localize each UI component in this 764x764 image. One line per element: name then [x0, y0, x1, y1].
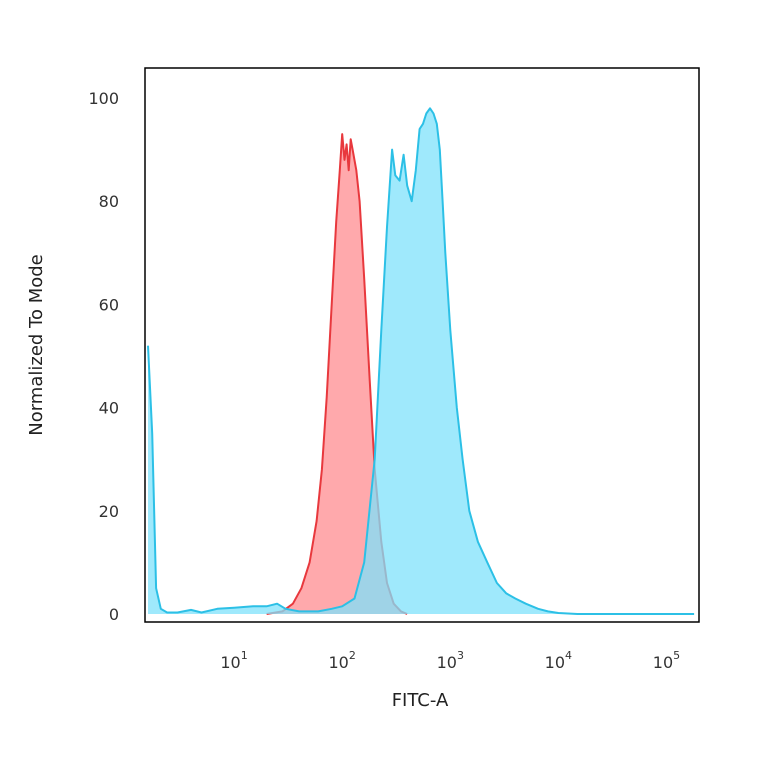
y-axis-ticks: 0 20 40 60 80 100	[88, 89, 119, 624]
plot-frame	[144, 67, 700, 623]
x-tick-label: 101	[220, 649, 247, 672]
y-tick-label: 80	[99, 192, 119, 211]
x-tick-label: 105	[653, 649, 680, 672]
y-tick-label: 100	[88, 89, 119, 108]
series-1-area	[148, 108, 695, 615]
y-axis-title: Normalized To Mode	[26, 254, 47, 436]
y-tick-label: 0	[109, 605, 119, 624]
x-axis-ticks: 101 102 103 104 105	[220, 649, 680, 672]
y-tick-label: 60	[99, 295, 119, 314]
x-tick-label: 102	[328, 649, 355, 672]
y-tick-label: 40	[99, 399, 119, 418]
x-tick-label: 104	[545, 649, 572, 672]
series-layer	[147, 107, 695, 615]
y-tick-label: 20	[99, 502, 119, 521]
x-tick-label: 103	[437, 649, 464, 672]
x-axis-title: FITC-A	[392, 690, 449, 711]
series-1-line	[147, 107, 695, 615]
